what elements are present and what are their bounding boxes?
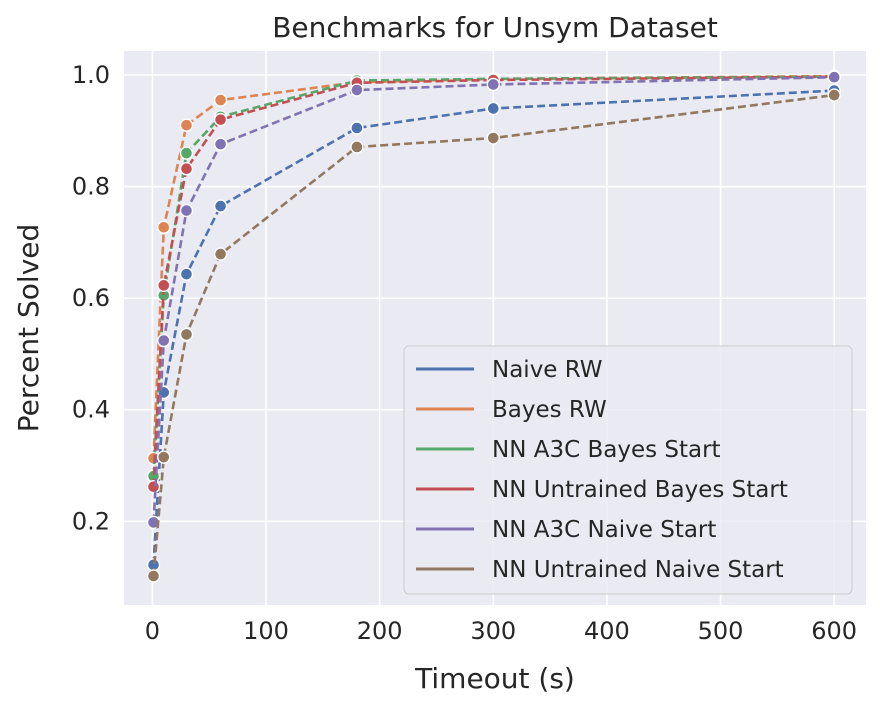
legend-label: NN Untrained Naive Start: [492, 557, 784, 583]
y-tick-label: 1.0: [72, 61, 110, 89]
data-point: [157, 278, 171, 293]
y-tick-label: 0.2: [72, 507, 110, 535]
series-0: [146, 83, 841, 572]
data-point: [146, 515, 161, 530]
data-point: [213, 247, 228, 261]
data-point: [486, 101, 500, 116]
ticks: 0 100 200 300 400 500 600 0.2 0.4 0.6 0.8 1.0: [72, 61, 857, 645]
y-axis-label: Percent Solved: [12, 224, 45, 433]
grid: [124, 51, 866, 605]
series-layer: [146, 69, 841, 583]
legend-box: [403, 345, 853, 595]
x-tick-label: 300: [470, 617, 516, 645]
data-point: [350, 121, 364, 135]
y-tick-label: 0.8: [72, 173, 110, 201]
series-5: [146, 88, 841, 583]
legend-label: Naive RW: [492, 357, 603, 383]
data-point: [146, 480, 161, 494]
data-point: [146, 569, 161, 583]
data-point: [179, 162, 194, 176]
data-point: [179, 327, 194, 342]
data-point: [157, 450, 171, 464]
legend-label: NN A3C Bayes Start: [492, 437, 721, 463]
data-point: [827, 88, 841, 102]
x-tick-label: 400: [584, 617, 630, 645]
x-axis-label: Timeout (s): [414, 662, 575, 695]
data-point: [179, 203, 194, 218]
legend: Naive RW Bayes RW NN A3C Bayes Start NN Unt…: [403, 345, 853, 595]
data-point: [486, 131, 500, 145]
legend-label: NN Untrained Bayes Start: [492, 477, 788, 503]
data-point: [157, 220, 171, 234]
x-tick-label: 600: [811, 617, 857, 645]
x-tick-label: 0: [145, 617, 160, 645]
data-point: [179, 146, 194, 160]
x-tick-label: 200: [357, 617, 403, 645]
y-tick-label: 0.4: [72, 396, 110, 424]
data-point: [179, 118, 194, 132]
data-point: [213, 137, 228, 151]
legend-label: Bayes RW: [492, 397, 607, 423]
x-tick-label: 100: [243, 617, 289, 645]
data-point: [486, 77, 500, 92]
data-point: [213, 199, 228, 213]
data-point: [350, 83, 364, 97]
data-point: [213, 112, 228, 127]
data-point: [213, 93, 228, 107]
series-3: [146, 69, 841, 494]
data-point: [350, 140, 364, 154]
data-point: [827, 70, 841, 84]
x-tick-label: 500: [698, 617, 744, 645]
data-point: [157, 333, 171, 348]
data-point: [179, 267, 194, 281]
legend-label: NN A3C Naive Start: [492, 517, 716, 543]
series-4: [146, 70, 841, 530]
chart-title: Benchmarks for Unsym Dataset: [272, 11, 718, 44]
y-tick-label: 0.6: [72, 284, 110, 312]
